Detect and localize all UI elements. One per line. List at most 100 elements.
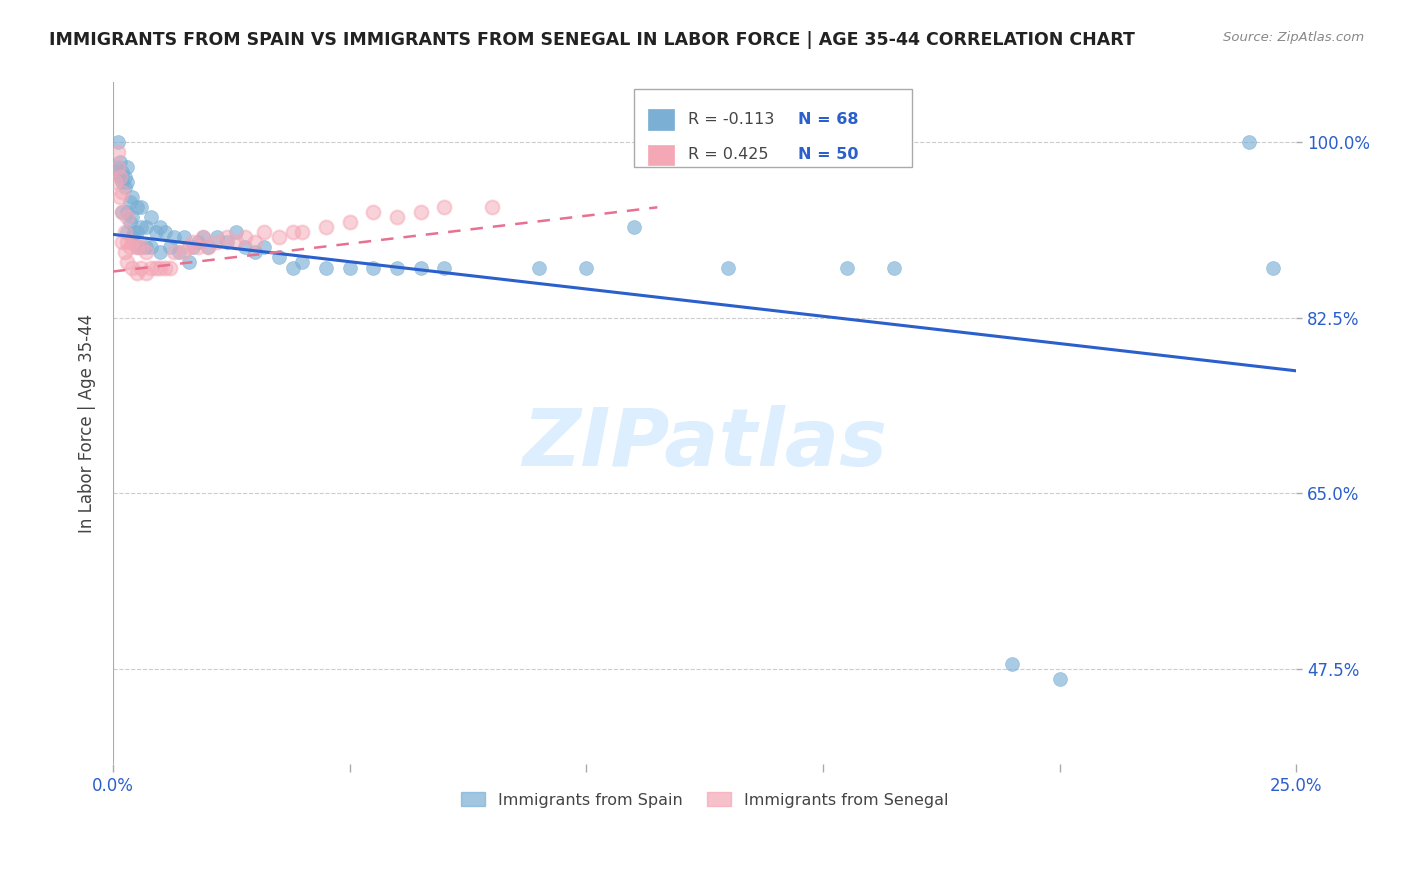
Text: IMMIGRANTS FROM SPAIN VS IMMIGRANTS FROM SENEGAL IN LABOR FORCE | AGE 35-44 CORR: IMMIGRANTS FROM SPAIN VS IMMIGRANTS FROM…	[49, 31, 1135, 49]
Point	[163, 245, 186, 260]
Point	[115, 226, 138, 240]
Point	[527, 260, 550, 275]
Text: ZIPatlas: ZIPatlas	[522, 404, 887, 483]
Point	[108, 155, 131, 169]
Point	[114, 170, 136, 185]
Point	[225, 235, 247, 250]
Point	[215, 230, 238, 244]
Point	[149, 245, 172, 260]
Point	[197, 240, 219, 254]
Point	[107, 135, 129, 149]
Point	[1261, 260, 1284, 275]
Point	[173, 230, 195, 244]
Point	[253, 226, 276, 240]
Point	[107, 145, 129, 160]
Text: R = -0.113: R = -0.113	[688, 112, 775, 127]
Point	[267, 230, 290, 244]
Point	[215, 235, 238, 250]
Point	[131, 200, 153, 214]
Point	[717, 260, 740, 275]
Point	[145, 260, 167, 275]
Point	[111, 235, 134, 250]
Point	[125, 240, 148, 254]
Point	[115, 205, 138, 219]
Point	[291, 226, 314, 240]
Point	[1237, 135, 1260, 149]
Text: N = 68: N = 68	[799, 112, 859, 127]
Point	[253, 240, 276, 254]
Point	[135, 245, 157, 260]
Point	[433, 260, 456, 275]
Point	[121, 190, 143, 204]
Point	[108, 190, 131, 204]
Point	[115, 211, 138, 225]
Point	[115, 255, 138, 269]
Point	[177, 240, 200, 254]
Point	[125, 200, 148, 214]
Point	[104, 175, 127, 189]
Point	[153, 226, 176, 240]
Point	[111, 205, 134, 219]
Point	[385, 211, 408, 225]
Point	[139, 260, 162, 275]
Point	[1049, 672, 1071, 686]
Point	[108, 170, 131, 185]
Point	[225, 226, 247, 240]
Point	[191, 230, 214, 244]
Point	[291, 255, 314, 269]
Point	[118, 240, 141, 254]
Point	[191, 230, 214, 244]
Point	[363, 260, 385, 275]
Y-axis label: In Labor Force | Age 35-44: In Labor Force | Age 35-44	[79, 313, 96, 533]
Point	[177, 255, 200, 269]
Point	[183, 235, 205, 250]
Point	[187, 240, 209, 254]
Point	[163, 230, 186, 244]
Point	[118, 195, 141, 210]
Point	[173, 245, 195, 260]
FancyBboxPatch shape	[648, 145, 673, 165]
Point	[433, 200, 456, 214]
Point	[197, 240, 219, 254]
Point	[111, 165, 134, 179]
Point	[139, 211, 162, 225]
Point	[183, 240, 205, 254]
Point	[159, 240, 181, 254]
Point	[121, 260, 143, 275]
Point	[131, 240, 153, 254]
Point	[153, 260, 176, 275]
Point	[125, 266, 148, 280]
Point	[235, 230, 257, 244]
Point	[149, 220, 172, 235]
Point	[187, 235, 209, 250]
Point	[339, 260, 361, 275]
Point	[167, 245, 190, 260]
Point	[267, 251, 290, 265]
Point	[281, 260, 304, 275]
Point	[205, 230, 228, 244]
Point	[131, 240, 153, 254]
Point	[121, 211, 143, 225]
Point	[108, 170, 131, 185]
Point	[835, 260, 858, 275]
Point	[385, 260, 408, 275]
FancyBboxPatch shape	[634, 88, 912, 167]
Point	[409, 260, 432, 275]
Point	[481, 200, 503, 214]
Text: Source: ZipAtlas.com: Source: ZipAtlas.com	[1223, 31, 1364, 45]
Point	[363, 205, 385, 219]
Point	[139, 240, 162, 254]
Point	[107, 160, 129, 174]
Point	[281, 226, 304, 240]
Point	[135, 266, 157, 280]
Point	[122, 226, 145, 240]
Point	[125, 226, 148, 240]
Point	[883, 260, 905, 275]
Point	[115, 235, 138, 250]
Point	[575, 260, 598, 275]
Text: N = 50: N = 50	[799, 147, 859, 162]
Point	[315, 260, 337, 275]
Point	[409, 205, 432, 219]
Point	[339, 215, 361, 229]
Point	[135, 240, 157, 254]
